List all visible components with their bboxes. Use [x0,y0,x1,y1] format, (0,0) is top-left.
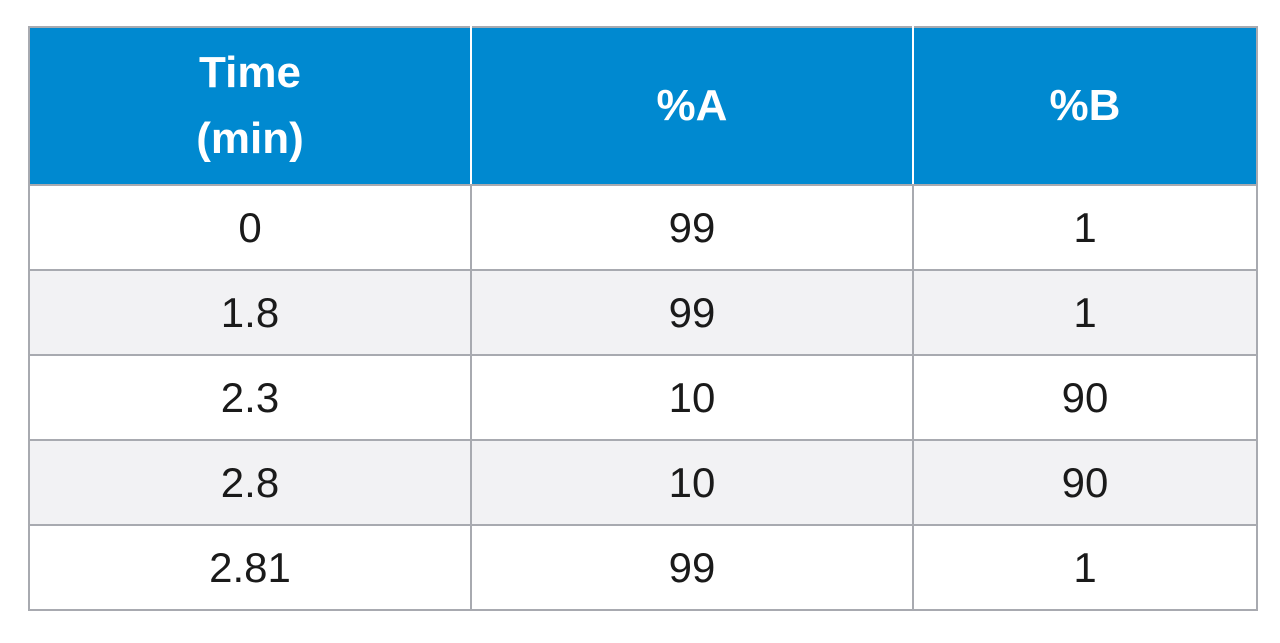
cell-time: 2.8 [28,439,472,526]
cell-time: 0 [28,184,472,271]
table-body: 0 99 1 1.8 99 1 2.3 10 90 2.8 10 90 2.81 [28,184,1258,611]
cell-percent-a: 99 [470,184,914,271]
column-header-time-line2: (min) [196,114,304,163]
cell-percent-a: 99 [470,524,914,611]
table-row: 2.8 10 90 [28,439,1258,526]
cell-percent-a: 10 [470,439,914,526]
table-row: 2.81 99 1 [28,524,1258,611]
column-header-time-line1: Time [199,48,301,97]
cell-percent-b: 1 [912,269,1258,356]
column-header-percent-b: %B [912,26,1258,186]
gradient-table: Time (min) %A %B 0 99 1 1.8 99 1 [28,26,1258,611]
column-header-time: Time (min) [28,26,472,186]
gradient-table-container: Time (min) %A %B 0 99 1 1.8 99 1 [28,26,1258,611]
header-row: Time (min) %A %B [28,26,1258,186]
table-row: 2.3 10 90 [28,354,1258,441]
cell-percent-b: 90 [912,439,1258,526]
cell-percent-a: 99 [470,269,914,356]
column-header-percent-a: %A [470,26,914,186]
cell-percent-b: 1 [912,524,1258,611]
cell-percent-b: 1 [912,184,1258,271]
table-row: 1.8 99 1 [28,269,1258,356]
cell-time: 2.3 [28,354,472,441]
cell-percent-a: 10 [470,354,914,441]
column-header-percent-b-label: %B [1049,81,1121,130]
column-header-percent-a-label: %A [656,81,728,130]
table-header: Time (min) %A %B [28,26,1258,186]
table-row: 0 99 1 [28,184,1258,271]
cell-time: 1.8 [28,269,472,356]
cell-percent-b: 90 [912,354,1258,441]
cell-time: 2.81 [28,524,472,611]
